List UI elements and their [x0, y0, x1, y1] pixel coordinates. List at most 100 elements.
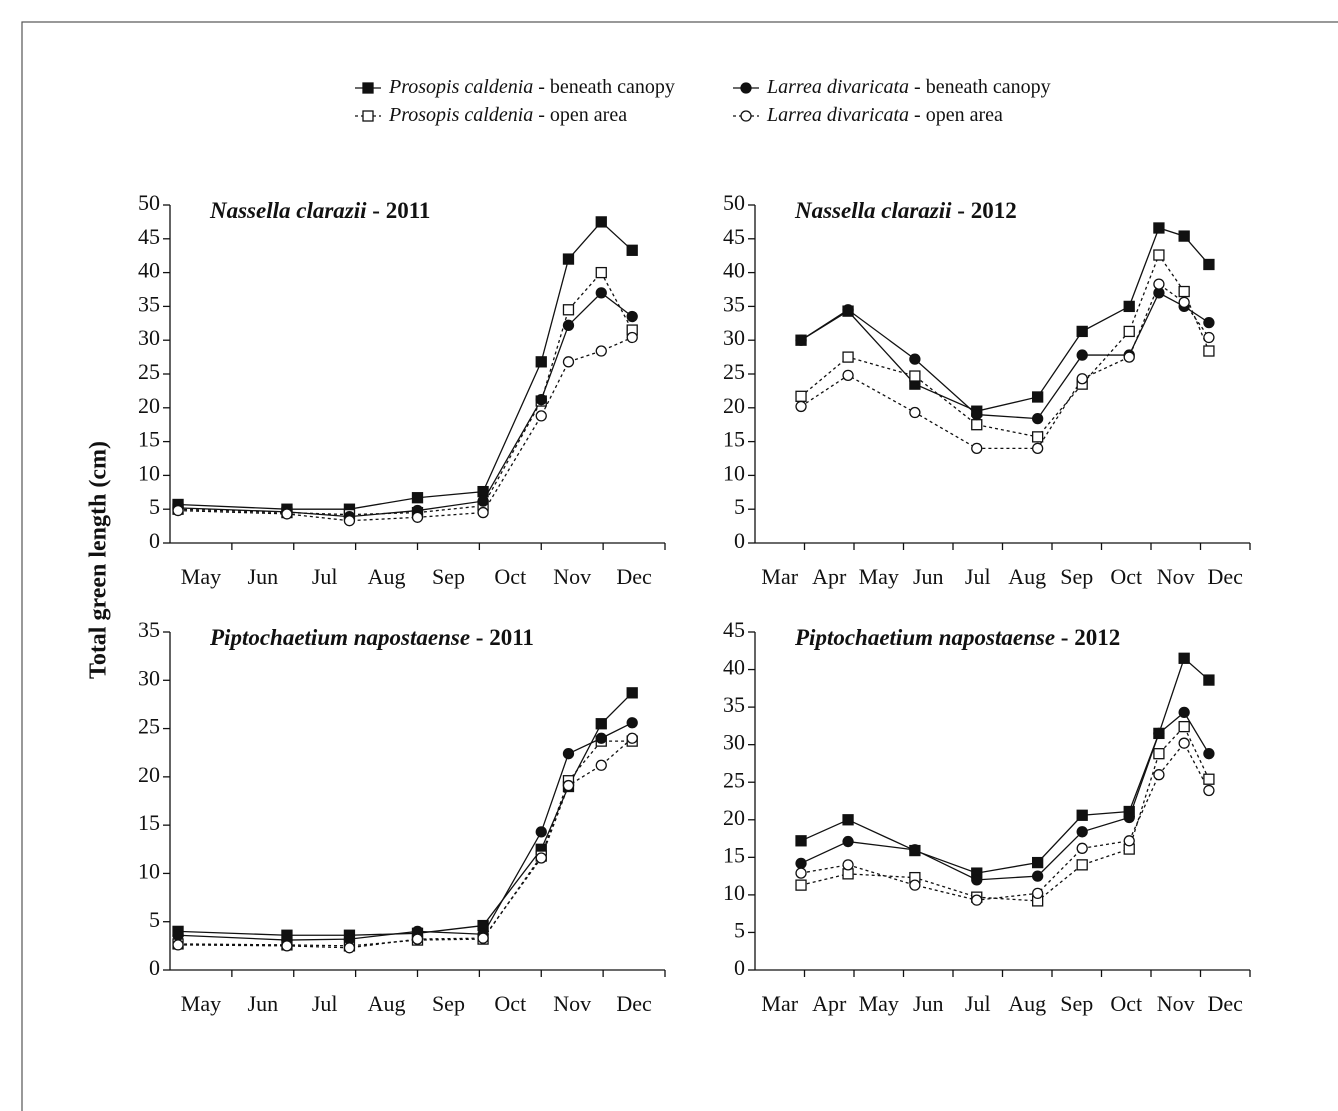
- point: [626, 310, 638, 323]
- y-tick-label: 5: [734, 917, 745, 942]
- x-tick-label: Nov: [553, 564, 591, 589]
- point: [842, 351, 854, 363]
- point: [1031, 391, 1044, 403]
- y-tick-label: 30: [138, 325, 160, 350]
- point: [1031, 442, 1044, 455]
- frame: [21, 21, 1338, 1111]
- point: [1203, 674, 1215, 686]
- series-line: [178, 220, 633, 510]
- point: [1203, 784, 1215, 797]
- point: [1031, 412, 1044, 425]
- point: [1153, 748, 1165, 760]
- series-line: [800, 227, 1210, 412]
- point: [740, 110, 752, 122]
- panel-title: Piptochaetium napostaense - 2011: [209, 625, 534, 650]
- point: [172, 929, 184, 941]
- series-line: [800, 283, 1210, 450]
- y-axis-label: Total green length (cm): [86, 441, 112, 679]
- point: [626, 687, 638, 699]
- y-tick-label: 45: [723, 224, 745, 249]
- point: [343, 942, 356, 954]
- point: [971, 408, 983, 421]
- series-line: [800, 657, 1210, 874]
- x-tick-label: Jul: [312, 991, 338, 1016]
- y-tick-label: 40: [138, 258, 160, 283]
- point: [1031, 887, 1044, 900]
- y-tick-label: 25: [723, 767, 745, 792]
- point: [362, 82, 374, 94]
- point: [281, 940, 293, 952]
- point: [626, 717, 638, 729]
- x-tick-label: Dec: [1208, 564, 1244, 589]
- point: [1076, 809, 1088, 821]
- y-tick-label: 35: [138, 617, 160, 642]
- series-line: [178, 740, 633, 947]
- panel-title: Nassella clarazii - 2011: [209, 198, 430, 223]
- y-tick-label: 0: [734, 955, 745, 980]
- point: [562, 319, 575, 331]
- x-tick-label: May: [181, 991, 221, 1016]
- y-tick-label: 15: [723, 427, 745, 452]
- x-tick-label: Mar: [761, 564, 798, 589]
- point: [1123, 300, 1135, 313]
- series-line: [178, 692, 633, 936]
- point: [1123, 811, 1135, 824]
- series-line: [800, 291, 1210, 420]
- x-tick-label: Sep: [1060, 991, 1093, 1016]
- point: [795, 390, 807, 402]
- series-line: [178, 737, 633, 949]
- series-line: [800, 741, 1210, 901]
- point: [626, 331, 638, 344]
- point: [595, 732, 607, 744]
- point: [595, 759, 607, 771]
- point: [1178, 230, 1190, 242]
- y-tick-label: 10: [138, 858, 160, 883]
- point: [971, 894, 983, 906]
- point: [1178, 706, 1190, 719]
- y-tick-label: 35: [138, 291, 160, 316]
- point: [1076, 859, 1088, 871]
- point: [909, 353, 921, 365]
- x-tick-label: Jun: [913, 564, 944, 589]
- point: [971, 442, 983, 455]
- x-tick-label: Dec: [616, 991, 652, 1016]
- point: [1178, 652, 1190, 664]
- legend-label: Larrea divaricata - open area: [766, 104, 1003, 126]
- point: [535, 394, 547, 406]
- point: [477, 495, 489, 507]
- point: [477, 932, 489, 944]
- x-tick-label: Dec: [1208, 991, 1244, 1016]
- point: [842, 859, 854, 871]
- point: [562, 779, 575, 792]
- point: [1178, 285, 1190, 298]
- panel-title: Piptochaetium napostaense - 2012: [794, 625, 1120, 650]
- legend-label: Larrea divaricata - beneath canopy: [766, 76, 1051, 98]
- y-tick-label: 20: [723, 393, 745, 418]
- point: [1076, 325, 1088, 338]
- x-tick-label: Mar: [761, 991, 798, 1016]
- point: [626, 244, 638, 256]
- y-tick-label: 40: [723, 655, 745, 680]
- series-line: [800, 253, 1210, 438]
- y-tick-label: 5: [734, 494, 745, 519]
- point: [842, 304, 854, 316]
- point: [172, 504, 184, 517]
- point: [1153, 278, 1165, 290]
- point: [595, 266, 607, 279]
- point: [411, 492, 424, 504]
- y-tick-label: 5: [149, 494, 160, 519]
- x-tick-label: Aug: [1008, 564, 1046, 589]
- x-tick-label: Aug: [1008, 991, 1046, 1016]
- point: [795, 400, 807, 413]
- x-tick-label: Jun: [248, 564, 279, 589]
- legend-label: Prosopis caldenia - open area: [388, 104, 627, 126]
- point: [595, 345, 607, 357]
- point: [909, 879, 921, 891]
- y-tick-label: 0: [149, 528, 160, 553]
- point: [535, 410, 547, 422]
- point: [477, 506, 489, 519]
- point: [595, 216, 607, 228]
- y-tick-label: 45: [723, 617, 745, 642]
- y-tick-label: 10: [723, 460, 745, 485]
